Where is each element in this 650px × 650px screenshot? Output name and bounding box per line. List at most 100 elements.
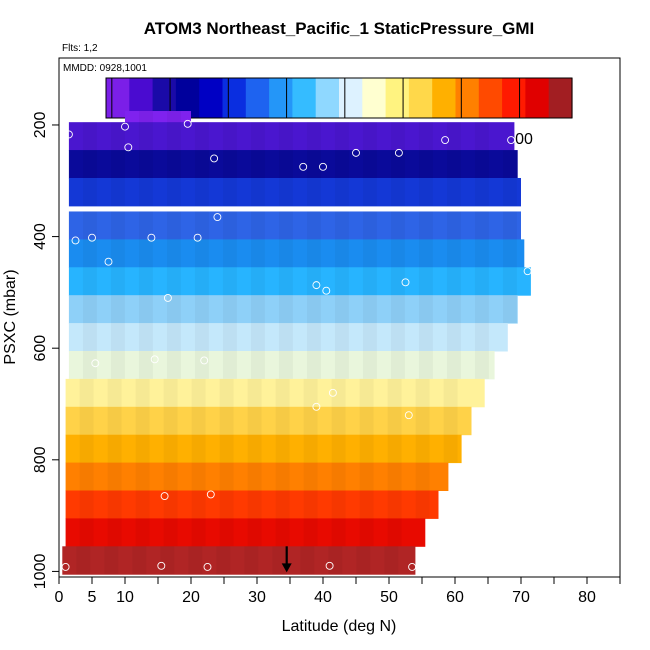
heatmap-cell-shade xyxy=(192,518,206,546)
heatmap-cell-shade xyxy=(444,379,458,407)
heatmap-cell-shade xyxy=(139,267,153,295)
colorbar-swatch xyxy=(315,78,340,118)
data-point xyxy=(163,294,172,302)
heatmap-cell-shade xyxy=(195,150,209,178)
heatmap-cell-shade xyxy=(111,239,125,267)
colorbar-swatch xyxy=(478,78,503,118)
heatmap-cell-shade xyxy=(195,122,209,150)
heatmap-cell-shade xyxy=(447,150,461,178)
data-point xyxy=(507,136,516,144)
heatmap-cell-shade xyxy=(416,491,430,519)
heatmap-cell-shade xyxy=(164,407,178,435)
heatmap-cell-shade xyxy=(136,518,150,546)
heatmap-cell-shade xyxy=(164,491,178,519)
heatmap-cell-shade xyxy=(279,267,293,295)
y-tick-label: 1000 xyxy=(32,554,49,590)
heatmap-cell-shade xyxy=(363,267,377,295)
heatmap-cell-shade xyxy=(83,150,97,178)
x-axis-label: Latitude (deg N) xyxy=(282,618,397,635)
heatmap-cell-shade xyxy=(391,351,405,379)
heatmap-cell-shade xyxy=(139,323,153,351)
heatmap-cell-shade xyxy=(251,267,265,295)
heatmap-cell-shade xyxy=(416,407,430,435)
heatmap-cell xyxy=(65,406,472,436)
heatmap-cell-shade xyxy=(223,267,237,295)
heatmap-cell-shade xyxy=(391,295,405,323)
heatmap-cell-shade xyxy=(251,178,265,206)
observation-points xyxy=(61,119,532,571)
heatmap-bins xyxy=(62,111,531,575)
heatmap-cell-shade xyxy=(251,323,265,351)
heatmap-cell-shade xyxy=(279,295,293,323)
heatmap-cell-shade xyxy=(223,150,237,178)
heatmap-cell-shade xyxy=(192,463,206,491)
heatmap-cell-shade xyxy=(220,435,234,463)
heatmap-cell-shade xyxy=(335,351,349,379)
heatmap-cell-shade xyxy=(223,323,237,351)
heatmap-cell-shade xyxy=(83,295,97,323)
heatmap-cell-shade xyxy=(447,295,461,323)
heatmap-cell-shade xyxy=(108,491,122,519)
heatmap-cell-shade xyxy=(80,463,94,491)
y-tick-label: 600 xyxy=(32,335,49,362)
heatmap-cell-shade xyxy=(276,407,290,435)
heatmap-cell-shade xyxy=(447,239,461,267)
heatmap-cell-shade xyxy=(419,239,433,267)
heatmap-cell-shade xyxy=(363,323,377,351)
colorbar-swatch xyxy=(199,78,224,118)
heatmap-cell-shade xyxy=(80,518,94,546)
heatmap-cell-shade xyxy=(220,407,234,435)
colorbar-swatch xyxy=(548,78,573,118)
heatmap-cell xyxy=(65,490,439,519)
heatmap-cell-shade xyxy=(444,435,458,463)
heatmap-cell-shade xyxy=(388,463,402,491)
heatmap-cell-shade xyxy=(475,178,489,206)
heatmap-cell-shade xyxy=(244,546,258,574)
data-point xyxy=(150,355,159,364)
data-point xyxy=(193,233,202,242)
colorbar-swatch xyxy=(362,78,387,118)
heatmap-cell-shade xyxy=(388,379,402,407)
heatmap-cell-shade xyxy=(391,239,405,267)
heatmap-cell-shade xyxy=(475,211,489,239)
position-marker xyxy=(281,546,292,573)
heatmap-cell-shade xyxy=(419,150,433,178)
data-point xyxy=(352,148,360,157)
data-point xyxy=(104,257,113,266)
heatmap-cell-shade xyxy=(328,546,342,574)
marker-arrowhead xyxy=(281,563,292,573)
heatmap-cell-shade xyxy=(167,211,181,239)
colorbar-swatch xyxy=(292,78,317,118)
data-point xyxy=(91,359,100,368)
heatmap-cell-shade xyxy=(139,122,153,150)
heatmap-cell-shade xyxy=(307,323,321,351)
heatmap-cell xyxy=(68,323,508,352)
data-point xyxy=(88,233,96,242)
mmdd-label: MMDD: 0928,1001 xyxy=(63,63,147,74)
heatmap-cell-shade xyxy=(83,178,97,206)
heatmap-cell-shade xyxy=(416,435,430,463)
heatmap-cell-shade xyxy=(248,518,262,546)
heatmap-cell-shade xyxy=(363,295,377,323)
heatmap-cell-shade xyxy=(447,122,461,150)
heatmap-cell-shade xyxy=(223,295,237,323)
heatmap-cell-shade xyxy=(332,407,346,435)
heatmap-cell-shade xyxy=(416,463,430,491)
heatmap-cell-shade xyxy=(384,546,398,574)
heatmap-cell-shade xyxy=(108,435,122,463)
data-point xyxy=(206,490,215,499)
colorbar-swatch xyxy=(245,78,270,118)
heatmap-cell-shade xyxy=(223,211,237,239)
heatmap-cell-shade xyxy=(388,491,402,519)
heatmap-cell-shade xyxy=(279,150,293,178)
heatmap-cell-shade xyxy=(276,435,290,463)
heatmap-cell-shade xyxy=(136,379,150,407)
heatmap-cell-shade xyxy=(167,323,181,351)
data-point xyxy=(325,561,334,570)
data-point xyxy=(408,563,417,571)
heatmap-cell-shade xyxy=(447,267,461,295)
heatmap-cell-shade xyxy=(195,351,209,379)
heatmap-cell-shade xyxy=(388,518,402,546)
heatmap-cell-shade xyxy=(304,491,318,519)
colorbar-swatch xyxy=(385,78,410,118)
